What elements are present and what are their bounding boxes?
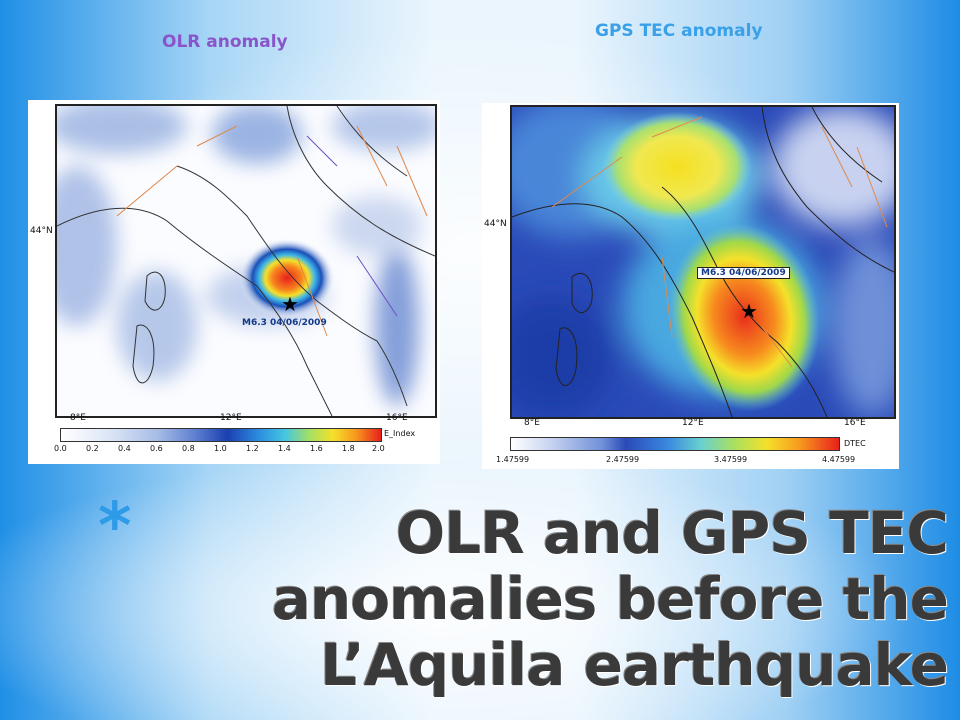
gps-lat-tick: 44°N: [484, 219, 507, 229]
olr-map: ★ M6.3 04/06/2009: [55, 104, 437, 418]
olr-map-graphic: [57, 106, 435, 416]
olr-colorbar-tick: 1.4: [278, 444, 291, 453]
gps-colorbar-ticks: 1.47599 2.47599 3.47599 4.47599: [496, 455, 856, 467]
olr-quake-label: M6.3 04/06/2009: [242, 318, 327, 328]
gps-lon-tick-12: 12°E: [682, 418, 704, 428]
olr-colorbar: [60, 428, 382, 442]
olr-lat-tick: 44°N: [30, 226, 53, 236]
gps-tec-anomaly-label: GPS TEC anomaly: [595, 21, 763, 41]
olr-map-panel: ★ M6.3 04/06/2009 44°N 8°E 12°E 16°E E_I…: [28, 100, 440, 464]
olr-lon-tick-8: 8°E: [70, 413, 86, 423]
olr-colorbar-tick: 2.0: [372, 444, 385, 453]
olr-lon-tick-16: 16°E: [386, 413, 408, 423]
gps-map: M6.3 04/06/2009 ★: [510, 105, 896, 419]
gps-colorbar-tick: 2.47599: [606, 455, 640, 464]
gps-epicenter-star-icon: ★: [740, 299, 758, 323]
olr-colorbar-tick: 1.8: [342, 444, 355, 453]
gps-lon-tick-8: 8°E: [524, 418, 540, 428]
title-bullet: *: [98, 490, 132, 564]
gps-colorbar-tick: 1.47599: [496, 455, 530, 464]
gps-colorbar: [510, 437, 840, 451]
olr-colorbar-tick: 0.2: [86, 444, 99, 453]
gps-colorbar-tick: 4.47599: [822, 455, 856, 464]
slide-headline: OLR and GPS TEC anomalies before the L’A…: [271, 499, 949, 699]
olr-colorbar-ticks: 0.0 0.2 0.4 0.6 0.8 1.0 1.2 1.4 1.6 1.8 …: [54, 444, 386, 456]
olr-colorbar-tick: 0.8: [182, 444, 195, 453]
olr-colorbar-tick: 1.6: [310, 444, 323, 453]
olr-colorbar-tick: 1.0: [214, 444, 227, 453]
olr-colorbar-tick: 0.0: [54, 444, 67, 453]
olr-lon-tick-12: 12°E: [220, 413, 242, 423]
gps-map-panel: M6.3 04/06/2009 ★ 44°N 8°E 12°E 16°E DTE…: [482, 103, 899, 469]
olr-colorbar-tick: 1.2: [246, 444, 259, 453]
gps-lon-tick-16: 16°E: [844, 418, 866, 428]
olr-colorbar-tick: 0.6: [150, 444, 163, 453]
olr-colorbar-tick: 0.4: [118, 444, 131, 453]
gps-colorbar-tick: 3.47599: [714, 455, 748, 464]
gps-map-graphic: [512, 107, 894, 417]
olr-anomaly-label: OLR anomaly: [162, 32, 288, 52]
gps-colorbar-title: DTEC: [844, 439, 866, 448]
gps-quake-label: M6.3 04/06/2009: [697, 267, 790, 279]
olr-colorbar-title: E_Index: [384, 429, 416, 438]
olr-epicenter-star-icon: ★: [281, 292, 299, 316]
